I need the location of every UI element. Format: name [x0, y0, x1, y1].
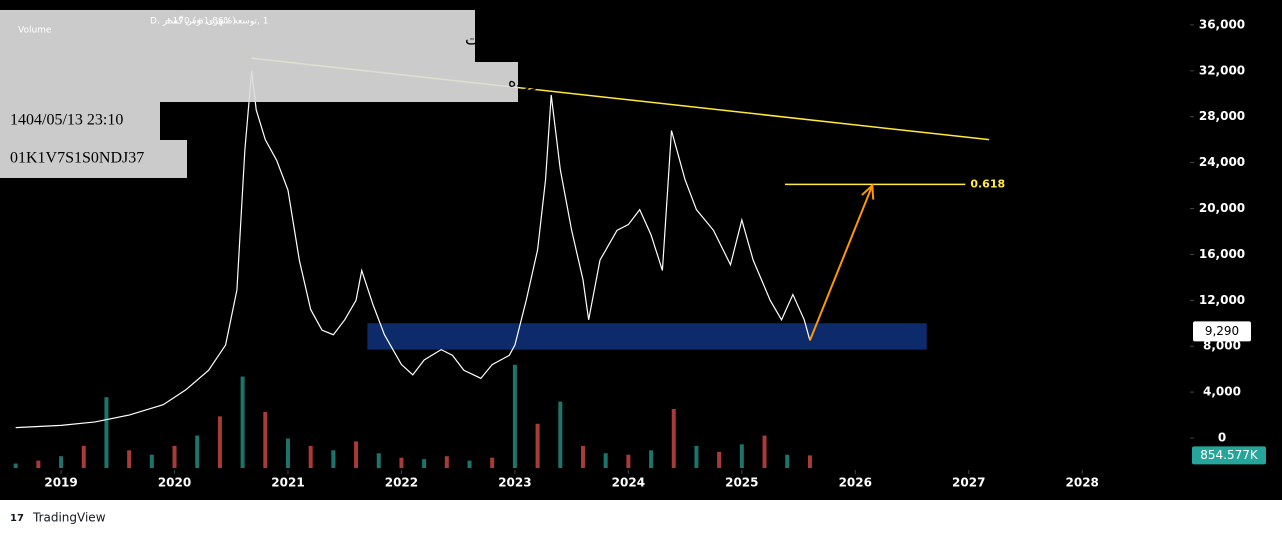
volume-bar: [285, 438, 290, 468]
volume-bar: [422, 459, 427, 468]
volume-bar: [694, 445, 699, 468]
y-tick-label: 24,000: [1199, 155, 1245, 169]
header-line: 1404/05/13 23:10: [10, 112, 123, 129]
volume-bar: [649, 450, 654, 468]
header-line: روزانه / آخرین قیمت / سود نقدی و افزایش …: [508, 71, 965, 91]
zone: [367, 323, 927, 350]
x-tick-label: 2021: [271, 476, 304, 490]
volume-bar: [512, 364, 517, 468]
y-tick-label: 36,000: [1199, 17, 1245, 31]
header-box: [0, 62, 518, 102]
volume-bar: [376, 453, 381, 468]
volume-label: Volume: [18, 26, 52, 36]
arrow-head: [861, 183, 875, 200]
volume-bar: [59, 456, 64, 468]
volume-bar: [717, 451, 722, 468]
x-tick-label: 2023: [498, 476, 531, 490]
volume-bar: [785, 454, 790, 468]
volume-bar: [399, 457, 404, 468]
x-tick-label: 2024: [612, 476, 645, 490]
x-tick-label: 2028: [1066, 476, 1099, 490]
header-box: [0, 102, 160, 140]
header: 1 ,توسعه شهری توس گستر ،D +170 (+1.86%) …: [0, 10, 965, 178]
volume-bar: [263, 411, 268, 468]
y-tick-label: 8,000: [1203, 339, 1241, 353]
header-box: [0, 10, 475, 62]
x-tick-label: 2025: [725, 476, 758, 490]
y-tick-label: 16,000: [1199, 247, 1245, 261]
x-tick-label: 2022: [385, 476, 418, 490]
x-tick-label: 2020: [158, 476, 191, 490]
arrow: [808, 185, 874, 341]
volume-bar: [580, 445, 585, 468]
volume-bar: [81, 445, 86, 468]
volume-bar: [354, 441, 359, 468]
header-box: [0, 140, 187, 178]
volume-bar: [36, 460, 41, 468]
volume-bar: [104, 397, 109, 468]
volume-bar: [490, 457, 495, 468]
volume-bar: [331, 450, 336, 468]
y-tick-label: 12,000: [1199, 293, 1245, 307]
x-tick-label: 2026: [839, 476, 872, 490]
volume-bar: [535, 423, 540, 468]
last-volume-label: 854.577K: [1200, 448, 1259, 462]
y-tick-label: 28,000: [1199, 109, 1245, 123]
volume-bar: [308, 445, 313, 468]
volume-bar: [13, 463, 18, 468]
volume-bar: [172, 445, 177, 468]
last-volume-box: [1192, 446, 1266, 465]
last-price-label: 9,290: [1205, 324, 1239, 338]
fib-label: 0.618: [970, 177, 1005, 190]
volume-bar: [195, 435, 200, 468]
last-price-box: [1193, 321, 1251, 342]
y-tick-label: 20,000: [1199, 201, 1245, 215]
symbol-line: 1 ,توسعه شهری توس گستر ،D: [150, 15, 268, 27]
volume-bar: [626, 454, 631, 468]
volume-bar: [558, 401, 563, 468]
volume-bar: [444, 456, 449, 468]
y-tick-label: 0: [1218, 430, 1226, 444]
volume-bar: [217, 416, 222, 468]
header-line: وتوس (سر. توسعه شهری توس گستر) / انبوه س…: [465, 30, 932, 49]
volume-bar: [149, 454, 154, 468]
logo: 17: [10, 513, 24, 524]
volume-bar: [762, 435, 767, 468]
change: +170 (+1.86%): [165, 17, 236, 27]
x-tick-label: 2027: [952, 476, 985, 490]
volume-bar: [240, 376, 245, 468]
y-tick-label: 32,000: [1199, 63, 1245, 77]
x-tick-label: 2019: [44, 476, 77, 490]
volume-bar: [739, 444, 744, 468]
header-line: 01K1V7S1S0NDJ37: [10, 150, 144, 167]
volume-bar: [603, 453, 608, 468]
volume-bar: [467, 460, 472, 468]
brand: TradingView: [32, 511, 106, 525]
y-tick-label: 4,000: [1203, 385, 1241, 399]
volume-bar: [671, 409, 676, 468]
volume-bar: [127, 450, 132, 468]
volume-bar: [807, 455, 812, 468]
